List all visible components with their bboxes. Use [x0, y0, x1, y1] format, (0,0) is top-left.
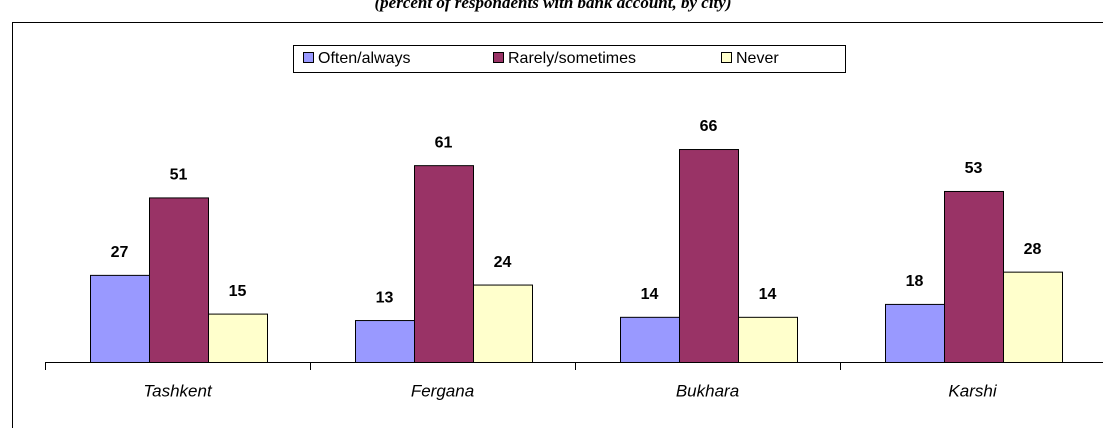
chart-subtitle: (percent of respondents with bank accoun… — [375, 0, 732, 12]
legend-swatch — [493, 52, 504, 63]
x-tick-label: Tashkent — [143, 381, 213, 400]
data-label: 51 — [170, 167, 188, 184]
data-label: 61 — [435, 134, 453, 151]
legend-label: Rarely/sometimes — [508, 50, 636, 67]
x-tick-label: Fergana — [411, 381, 474, 400]
bar — [679, 149, 739, 363]
bar — [90, 274, 150, 363]
bar — [620, 316, 680, 363]
bar — [208, 313, 268, 363]
chart-frame — [12, 22, 1103, 428]
x-tick-label: Bukhara — [676, 381, 739, 400]
legend-swatch — [303, 52, 314, 63]
legend-label: Never — [736, 50, 779, 67]
bar — [414, 165, 474, 363]
data-label: 66 — [700, 118, 718, 135]
data-label: 13 — [376, 289, 394, 306]
bar — [738, 316, 798, 363]
bar — [885, 303, 945, 363]
data-label: 53 — [965, 160, 983, 177]
data-label: 18 — [906, 273, 924, 290]
bar — [355, 320, 415, 364]
data-label: 14 — [759, 286, 777, 303]
legend-label: Often/always — [318, 50, 410, 67]
bar — [1003, 271, 1063, 364]
data-label: 28 — [1024, 241, 1042, 258]
data-label: 24 — [494, 254, 512, 271]
data-label: 14 — [641, 286, 659, 303]
bar — [149, 197, 209, 363]
legend-box — [293, 45, 846, 73]
data-label: 27 — [111, 244, 129, 261]
data-label: 15 — [229, 283, 247, 300]
bar — [473, 284, 533, 363]
bar — [944, 190, 1004, 363]
legend-swatch — [721, 52, 732, 63]
x-tick-label: Karshi — [948, 381, 997, 400]
